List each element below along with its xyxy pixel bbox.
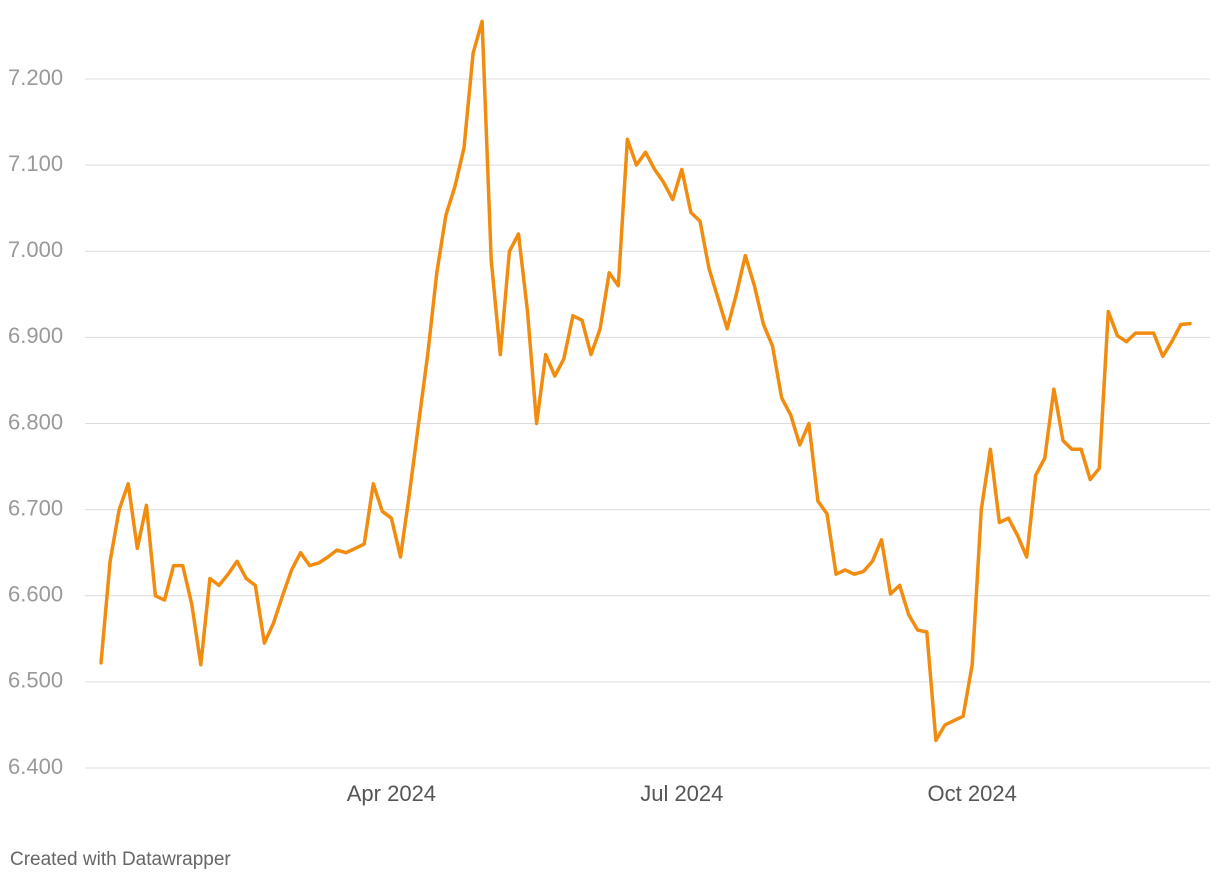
y-tick-label: 6.900 (8, 323, 63, 348)
credit: Created with Datawrapper (10, 849, 231, 870)
x-tick-label: Jul 2024 (640, 781, 723, 806)
y-tick-label: 6.500 (8, 668, 63, 693)
y-tick-label: 7.000 (8, 237, 63, 262)
line (99, 19, 1192, 743)
y-tick-label: 6.400 (8, 754, 63, 779)
y-tick-label: 7.100 (8, 151, 63, 176)
y-tick-label: 6.700 (8, 495, 63, 520)
y-tick-label: 6.600 (8, 582, 63, 607)
y-tick-label: 7.200 (8, 65, 63, 90)
x-tick-label: Apr 2024 (347, 781, 436, 806)
y-tick-label: 6.800 (8, 409, 63, 434)
x-tick-label: Oct 2024 (928, 781, 1017, 806)
